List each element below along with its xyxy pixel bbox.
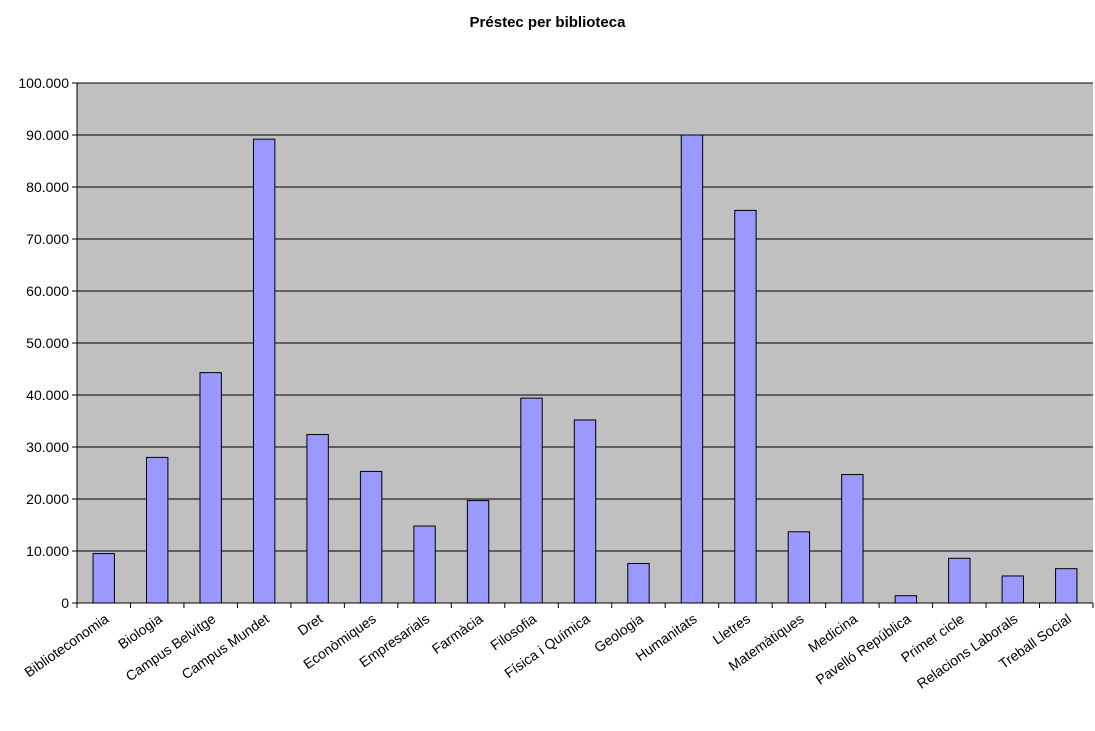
x-tick-label: Pavelló República <box>813 610 914 688</box>
bar <box>306 434 329 604</box>
x-tick-label: Biblioteconomia <box>21 610 111 680</box>
bar <box>146 456 169 604</box>
x-tick-label: Dret <box>295 610 326 638</box>
y-tick-label: 30.000 <box>26 439 69 455</box>
bars <box>92 134 1078 604</box>
bar <box>573 419 597 604</box>
bar <box>948 557 971 604</box>
bar <box>92 553 115 604</box>
bar <box>1055 568 1078 604</box>
x-tick-label: Farmàcia <box>429 610 486 657</box>
bar <box>520 397 543 604</box>
y-tick-label: 40.000 <box>26 387 69 403</box>
bar <box>1001 575 1024 604</box>
bar <box>413 525 436 604</box>
axes <box>72 82 1094 608</box>
bar <box>787 531 811 604</box>
y-tick-label: 90.000 <box>26 127 69 143</box>
bar <box>627 562 650 604</box>
y-tick-label: 50.000 <box>26 335 69 351</box>
y-tick-label: 80.000 <box>26 179 69 195</box>
bar <box>734 209 757 604</box>
x-tick-label: Relacions Laborals <box>914 610 1021 691</box>
x-tick-label: Lletres <box>710 610 754 647</box>
y-tick-label: 10.000 <box>26 543 69 559</box>
y-tick-label: 60.000 <box>26 283 69 299</box>
bar <box>680 134 704 604</box>
bar <box>466 500 490 604</box>
bar <box>841 474 864 604</box>
y-tick-label: 0 <box>61 595 69 611</box>
y-tick-label: 100.000 <box>18 75 69 91</box>
y-tick-labels: 0 10.000 20.000 30.000 40.000 50.000 60.000 70.… <box>18 75 69 611</box>
x-tick-label: Campus Belvitge <box>123 610 219 684</box>
chart-title: Préstec per biblioteca <box>469 14 626 31</box>
bar <box>199 372 222 604</box>
bar <box>894 595 918 604</box>
bar <box>359 470 383 604</box>
bar <box>252 138 276 604</box>
y-tick-label: 20.000 <box>26 491 69 507</box>
y-tick-label: 70.000 <box>26 231 69 247</box>
